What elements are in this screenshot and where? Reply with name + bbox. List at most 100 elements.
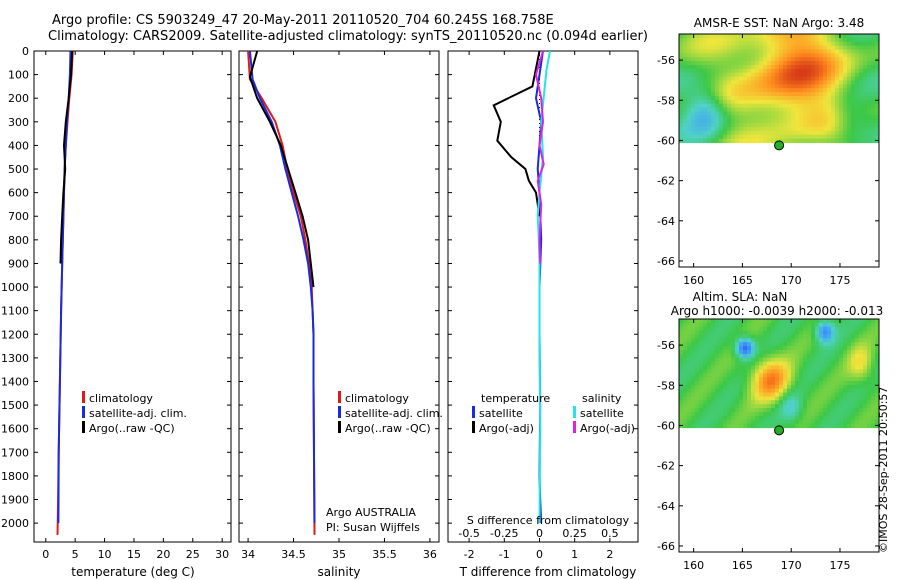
map-cell xyxy=(691,338,696,343)
map-cell xyxy=(847,365,852,370)
map-cell xyxy=(807,353,812,359)
map-cell xyxy=(735,119,740,124)
map-cell xyxy=(859,326,864,332)
map-cell xyxy=(795,96,800,101)
annotation-line-1: Argo AUSTRALIA xyxy=(326,506,416,519)
map-cell xyxy=(839,326,844,332)
map-cell xyxy=(727,119,732,124)
map-cell xyxy=(703,84,708,89)
map-cell xyxy=(835,326,840,332)
map-cell xyxy=(775,330,780,336)
map-cell xyxy=(743,119,748,124)
map-cell xyxy=(703,88,708,93)
map-cell xyxy=(739,326,744,332)
map-cell xyxy=(843,57,848,62)
map-cell xyxy=(811,361,816,367)
map-cell xyxy=(695,381,700,386)
map-cell xyxy=(759,37,764,43)
map-cell xyxy=(747,423,752,429)
map-cell xyxy=(751,396,756,401)
map-cell xyxy=(755,92,760,97)
x-tick-label: 34.5 xyxy=(281,548,306,561)
map-cell xyxy=(735,61,740,66)
map-cell xyxy=(875,342,879,347)
map-cell xyxy=(835,53,840,58)
map-cell xyxy=(803,369,808,374)
map-cell xyxy=(699,365,704,370)
map-cell xyxy=(875,373,879,378)
map-cell xyxy=(867,388,872,394)
map-cell xyxy=(767,107,772,113)
map-cell xyxy=(823,53,828,58)
map-cell xyxy=(679,388,684,394)
map-cell xyxy=(807,330,812,336)
map-cell xyxy=(687,319,692,324)
map-cell xyxy=(775,384,780,390)
map-cell xyxy=(811,37,816,43)
map-cell xyxy=(715,419,720,425)
map-cell xyxy=(727,57,732,62)
map-cell xyxy=(831,392,836,398)
map-cell xyxy=(747,373,752,378)
map-cell xyxy=(871,107,876,113)
map-cell xyxy=(867,400,872,405)
map-cell xyxy=(751,388,756,394)
map-cell xyxy=(847,408,852,413)
x-tick-label: 175 xyxy=(829,274,850,287)
map-cell xyxy=(691,99,696,105)
map-cell xyxy=(815,326,820,332)
map-cell xyxy=(711,103,716,109)
map-cell xyxy=(691,392,696,398)
map-cell xyxy=(683,111,688,116)
map-cell xyxy=(747,57,752,62)
map-cell xyxy=(735,65,740,70)
y-tick-label: 1300 xyxy=(1,352,29,365)
map-cell xyxy=(863,99,868,105)
map-cell xyxy=(683,346,688,351)
map-cell xyxy=(875,326,879,332)
map-cell xyxy=(783,72,788,78)
map-cell xyxy=(735,45,740,51)
map-cell xyxy=(811,384,816,390)
map-cell xyxy=(767,338,772,343)
map-cell xyxy=(851,322,856,328)
map-cell xyxy=(743,45,748,51)
map-cell xyxy=(871,103,876,109)
map-cell xyxy=(767,115,772,120)
map-cell xyxy=(803,80,808,85)
map-cell xyxy=(847,65,852,70)
map-cell xyxy=(827,119,832,124)
map-cell xyxy=(707,45,712,51)
map-cell xyxy=(775,369,780,374)
map-cell xyxy=(855,330,860,336)
map-cell xyxy=(771,130,776,136)
map-cell xyxy=(831,107,836,113)
map-cell xyxy=(687,404,692,409)
map-cell xyxy=(815,37,820,43)
map-cell xyxy=(779,49,784,54)
map-cell xyxy=(723,49,728,54)
map-cell xyxy=(715,361,720,367)
map-cell xyxy=(875,134,879,140)
map-cell xyxy=(871,408,876,413)
map-cell xyxy=(871,365,876,370)
map-cell xyxy=(851,330,856,336)
map-cell xyxy=(871,338,876,343)
map-cell xyxy=(735,353,740,359)
map-cell xyxy=(691,103,696,109)
map-cell xyxy=(807,41,812,47)
map-cell xyxy=(707,342,712,347)
map-cell xyxy=(851,41,856,47)
map-cell xyxy=(867,423,872,429)
map-cell xyxy=(799,45,804,51)
map-cell xyxy=(819,72,824,78)
map-cell xyxy=(783,119,788,124)
map-cell xyxy=(775,322,780,328)
map-cell xyxy=(727,330,732,336)
map-cell xyxy=(735,130,740,136)
map-cell xyxy=(695,76,700,82)
map-cell xyxy=(751,84,756,89)
map-cell xyxy=(679,365,684,370)
map-cell xyxy=(859,369,864,374)
map-cell xyxy=(863,361,868,367)
